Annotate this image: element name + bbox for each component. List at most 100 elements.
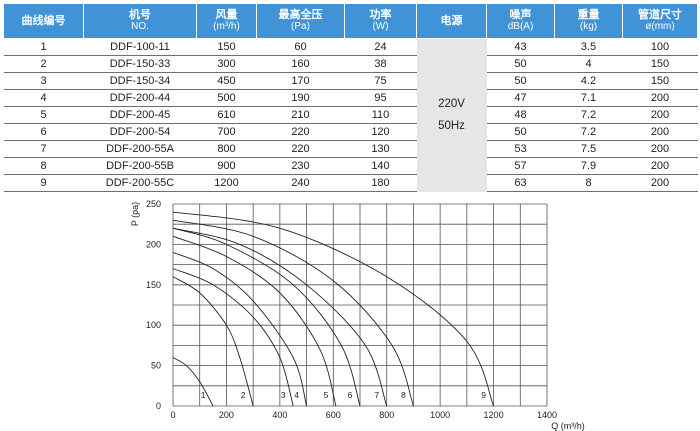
cell-noise: 48	[486, 106, 555, 124]
cell-model: DDF-200-44	[83, 89, 197, 107]
curve-4	[172, 252, 308, 407]
cell-duct: 200	[622, 157, 698, 175]
table-row: 6 DDF-200-54 700 220 120 50 7.2 200	[3, 123, 698, 141]
x-tick-label: 1400	[537, 410, 557, 420]
cell-airflow: 800	[196, 140, 257, 158]
curve-label: 5	[324, 390, 329, 400]
cell-airflow: 500	[196, 89, 257, 107]
x-tick-label: 600	[326, 410, 341, 420]
cell-noise: 43	[486, 38, 555, 56]
cell-curve: 4	[3, 89, 84, 107]
cell-duct: 200	[622, 89, 698, 107]
cell-model: DDF-100-11	[83, 38, 197, 56]
cell-weight: 7.9	[554, 157, 623, 175]
cell-noise: 47	[486, 89, 555, 107]
cell-airflow: 610	[196, 106, 257, 124]
cell-pressure: 230	[256, 157, 345, 175]
curve-label: 7	[374, 390, 379, 400]
x-axis-label: Q (m³/h)	[551, 421, 585, 431]
x-tick-label: 200	[219, 410, 234, 420]
cell-curve: 5	[3, 106, 84, 124]
x-tick-label: 0	[170, 410, 175, 420]
cell-duct: 200	[622, 140, 698, 158]
curve-1	[172, 357, 214, 407]
cell-pressure: 170	[256, 72, 345, 90]
curve-8	[172, 219, 414, 407]
cell-curve: 6	[3, 123, 84, 141]
curve-label: 3	[281, 390, 286, 400]
cell-duct: 100	[622, 38, 698, 56]
cell-weight: 7.2	[554, 106, 623, 124]
curve-label: 9	[481, 390, 486, 400]
table-row: 7 DDF-200-55A 800 220 130 53 7.5 200	[3, 140, 698, 158]
cell-curve: 3	[3, 72, 84, 90]
cell-pressure: 190	[256, 89, 345, 107]
cell-curve: 7	[3, 140, 84, 158]
cell-pressure: 220	[256, 123, 345, 141]
cell-noise: 50	[486, 123, 555, 141]
cell-airflow: 450	[196, 72, 257, 90]
cell-power: 24	[344, 38, 417, 56]
power-supply-line: 220V	[438, 98, 465, 110]
cell-airflow: 1200	[196, 174, 257, 192]
cell-pressure: 240	[256, 174, 345, 192]
x-tick-label: 1200	[484, 410, 504, 420]
curve-5	[172, 235, 337, 407]
chart-labels: 0 200 400 600 800 1000 1200 1400 0 50 100 150 200 250…	[146, 199, 557, 420]
cell-noise: 50	[486, 55, 555, 73]
cell-power: 95	[344, 89, 417, 107]
cell-power: 75	[344, 72, 417, 90]
cell-duct: 150	[622, 55, 698, 73]
table-row: 5 DDF-200-45 610 210 110 48 7.2 200	[3, 106, 698, 124]
cell-weight: 7.5	[554, 140, 623, 158]
table-row: 9 DDF-200-55C 1200 240 180 63 8 200	[3, 174, 698, 192]
curve-label: 8	[401, 390, 406, 400]
table-row: 8 DDF-200-55B 900 230 140 57 7.9 200	[3, 157, 698, 175]
cell-power: 130	[344, 140, 417, 158]
table-row: 3 DDF-150-34 450 170 75 50 4.2 150	[3, 72, 698, 90]
cell-airflow: 150	[196, 38, 257, 56]
y-tick-label: 250	[146, 199, 161, 209]
power-supply-line: 50Hz	[438, 120, 465, 132]
performance-chart: 0 200 400 600 800 1000 1200 1400 0 50 100 150 200 250…	[130, 199, 585, 431]
header-weight: 重量 (kg)	[554, 3, 623, 39]
header-pressure: 最高全压 (Pa)	[256, 3, 345, 39]
curve-2	[172, 276, 254, 407]
header-noise: 噪声 dB(A)	[486, 3, 555, 39]
cell-weight: 3.5	[554, 38, 623, 56]
table-row: 1 DDF-100-11 150 60 24 220V 50Hz 43 3.5 100	[3, 38, 698, 192]
cell-noise: 57	[486, 157, 555, 175]
y-tick-label: 150	[146, 280, 161, 290]
y-tick-label: 200	[146, 239, 161, 249]
cell-power: 38	[344, 55, 417, 73]
cell-pressure: 210	[256, 106, 345, 124]
x-tick-label: 400	[272, 410, 287, 420]
header-power: 功率 (W)	[344, 3, 417, 39]
header-duct: 管道尺寸 ø(mm)	[622, 3, 698, 39]
cell-model: DDF-200-55A	[83, 140, 197, 158]
header-curve-no: 曲线编号	[3, 3, 84, 39]
cell-power: 180	[344, 174, 417, 192]
curve-label: 4	[294, 390, 299, 400]
curve-3	[172, 268, 294, 407]
curve-6	[172, 227, 361, 407]
cell-airflow: 300	[196, 55, 257, 73]
cell-pressure: 220	[256, 140, 345, 158]
table-row: 2 DDF-150-33 300 160 38 50 4 150	[3, 55, 698, 73]
cell-curve: 1	[3, 38, 84, 56]
y-tick-label: 0	[156, 401, 161, 411]
cell-power: 120	[344, 123, 417, 141]
curve-9	[172, 211, 494, 407]
cell-weight: 8	[554, 174, 623, 192]
chart-curves	[172, 211, 494, 407]
cell-airflow: 900	[196, 157, 257, 175]
cell-power: 140	[344, 157, 417, 175]
y-tick-label: 100	[146, 320, 161, 330]
header-airflow: 风量 (m³/h)	[196, 3, 257, 39]
x-tick-label: 800	[379, 410, 394, 420]
curve-label: 1	[201, 390, 206, 400]
cell-model: DDF-200-45	[83, 106, 197, 124]
header-supply: 电源	[416, 3, 487, 39]
cell-model: DDF-200-54	[83, 123, 197, 141]
cell-pressure: 60	[256, 38, 345, 56]
